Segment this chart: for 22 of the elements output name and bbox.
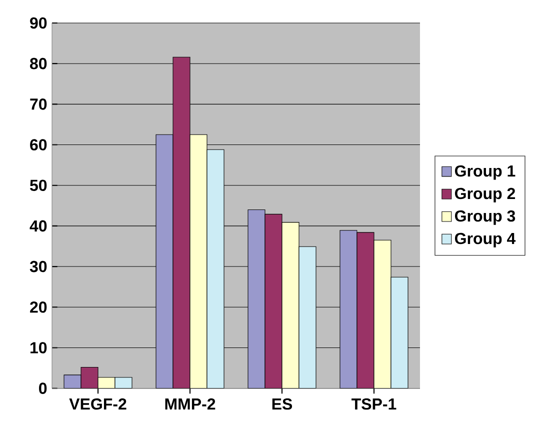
bar — [115, 377, 132, 388]
y-tick-label: 20 — [30, 301, 47, 313]
x-tick-label: ES — [272, 398, 292, 410]
bar — [298, 246, 316, 388]
legend-label: Group 4 — [454, 232, 516, 248]
y-tick-label: 40 — [30, 220, 47, 232]
y-tick-label: 30 — [30, 260, 47, 272]
y-tick-label: 10 — [30, 342, 47, 354]
legend-label: Group 2 — [454, 188, 516, 202]
y-tick-label: 90 — [30, 17, 47, 29]
legend-label: Group 1 — [454, 165, 516, 180]
legend-label: Group 3 — [454, 210, 516, 225]
y-tick-label: 50 — [30, 180, 47, 192]
y-tick-label: 60 — [30, 139, 47, 150]
y-tick-label: 80 — [30, 58, 47, 70]
x-tick-label: TSP-1 — [352, 398, 396, 410]
bar — [206, 149, 224, 388]
y-tick-label: 70 — [30, 98, 47, 110]
y-tick-label: 0 — [39, 382, 47, 394]
bar — [390, 276, 408, 388]
x-tick-label: VEGF-2 — [69, 398, 126, 410]
x-tick-label: MMP-2 — [165, 398, 216, 410]
